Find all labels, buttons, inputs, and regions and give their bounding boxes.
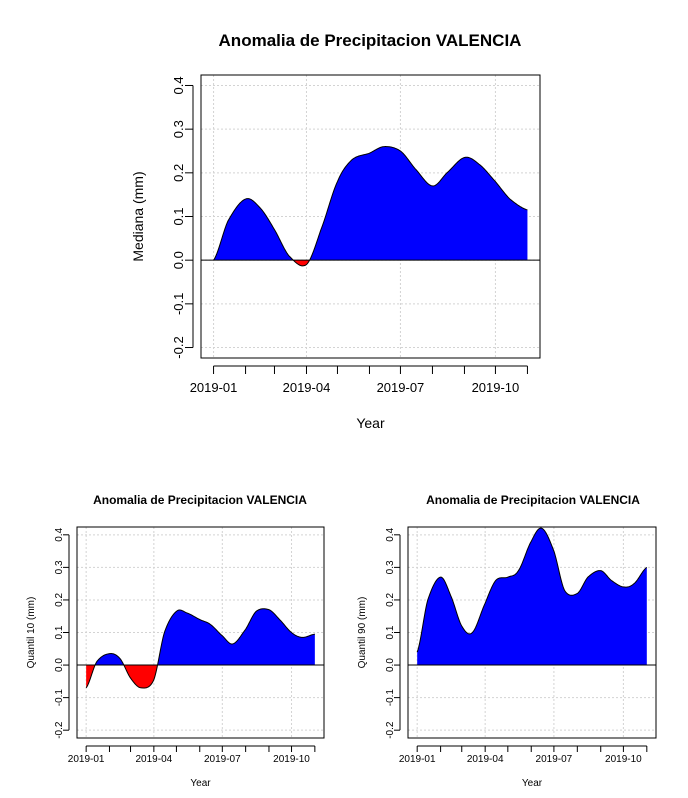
y-tick-label: 0.0 xyxy=(171,251,186,269)
y-axis-label: Quantil 90 (mm) xyxy=(357,597,368,669)
x-tick-label: 2019-04 xyxy=(283,380,331,395)
y-tick-label: 0.0 xyxy=(54,658,65,672)
chart-title: Anomalia de Precipitacion VALENCIA xyxy=(426,493,640,507)
y-tick-label: 0.2 xyxy=(54,593,65,607)
x-tick-label: 2019-04 xyxy=(467,754,504,765)
y-tick-label: 0.4 xyxy=(171,76,186,94)
y-tick-label: 0.2 xyxy=(385,593,396,607)
positive-area xyxy=(213,146,528,261)
y-axis-label: Mediana (mm) xyxy=(130,171,146,261)
plot-frame xyxy=(407,526,657,739)
series-line xyxy=(85,608,315,689)
y-tick-label: 0.3 xyxy=(171,120,186,138)
negative-area xyxy=(293,260,310,266)
series-line xyxy=(416,527,648,653)
y-tick-label: 0.1 xyxy=(385,625,396,639)
y-tick-label: 0.3 xyxy=(54,560,65,574)
chart-title: Anomalia de Precipitacion VALENCIA xyxy=(93,493,307,507)
y-tick-label: 0.4 xyxy=(54,527,65,541)
series-line xyxy=(213,146,528,267)
positive-area xyxy=(86,608,315,666)
chart-panel-2: Anomalia de Precipitacion VALENCIA -0.2 -0… xyxy=(26,493,325,789)
x-tick-label: 2019-07 xyxy=(377,380,425,395)
chart-panel-3: Anomalia de Precipitacion VALENCIA -0.2 -0… xyxy=(357,493,657,789)
y-tick-label: -0.1 xyxy=(54,689,65,707)
x-tick-label: 2019-01 xyxy=(399,754,436,765)
x-tick-label: 2019-10 xyxy=(273,754,310,765)
x-axis-label: Year xyxy=(356,415,385,431)
x-tick-label: 2019-07 xyxy=(536,754,573,765)
x-tick-label: 2019-04 xyxy=(136,754,173,765)
y-tick-label: 0.1 xyxy=(54,625,65,639)
x-tick-label: 2019-01 xyxy=(68,754,105,765)
y-tick-label: 0.2 xyxy=(171,164,186,182)
x-axis-label: Year xyxy=(190,778,211,789)
y-tick-label: 0.0 xyxy=(385,658,396,672)
x-tick-label: 2019-07 xyxy=(204,754,241,765)
y-tick-label: -0.1 xyxy=(385,689,396,707)
y-tick-label: 0.1 xyxy=(171,207,186,225)
y-tick-label: -0.1 xyxy=(171,293,186,315)
x-tick-label: 2019-10 xyxy=(605,754,642,765)
y-tick-label: -0.2 xyxy=(54,721,65,739)
positive-area xyxy=(417,528,647,666)
y-tick-label: -0.2 xyxy=(171,336,186,358)
plot-frame xyxy=(200,74,541,359)
y-axis-label: Quantil 10 (mm) xyxy=(26,597,37,669)
x-tick-label: 2019-01 xyxy=(190,380,238,395)
x-tick-label: 2019-10 xyxy=(472,380,520,395)
plot-frame xyxy=(76,526,325,739)
chart-title: Anomalia de Precipitacion VALENCIA xyxy=(219,31,522,50)
chart-panel-1: Anomalia de Precipitacion VALENCIA -0.2 -0… xyxy=(130,31,541,431)
y-tick-label: 0.3 xyxy=(385,560,396,574)
y-tick-label: 0.4 xyxy=(385,527,396,541)
negative-area xyxy=(86,665,158,688)
x-axis-label: Year xyxy=(522,778,543,789)
y-tick-label: -0.2 xyxy=(385,721,396,739)
